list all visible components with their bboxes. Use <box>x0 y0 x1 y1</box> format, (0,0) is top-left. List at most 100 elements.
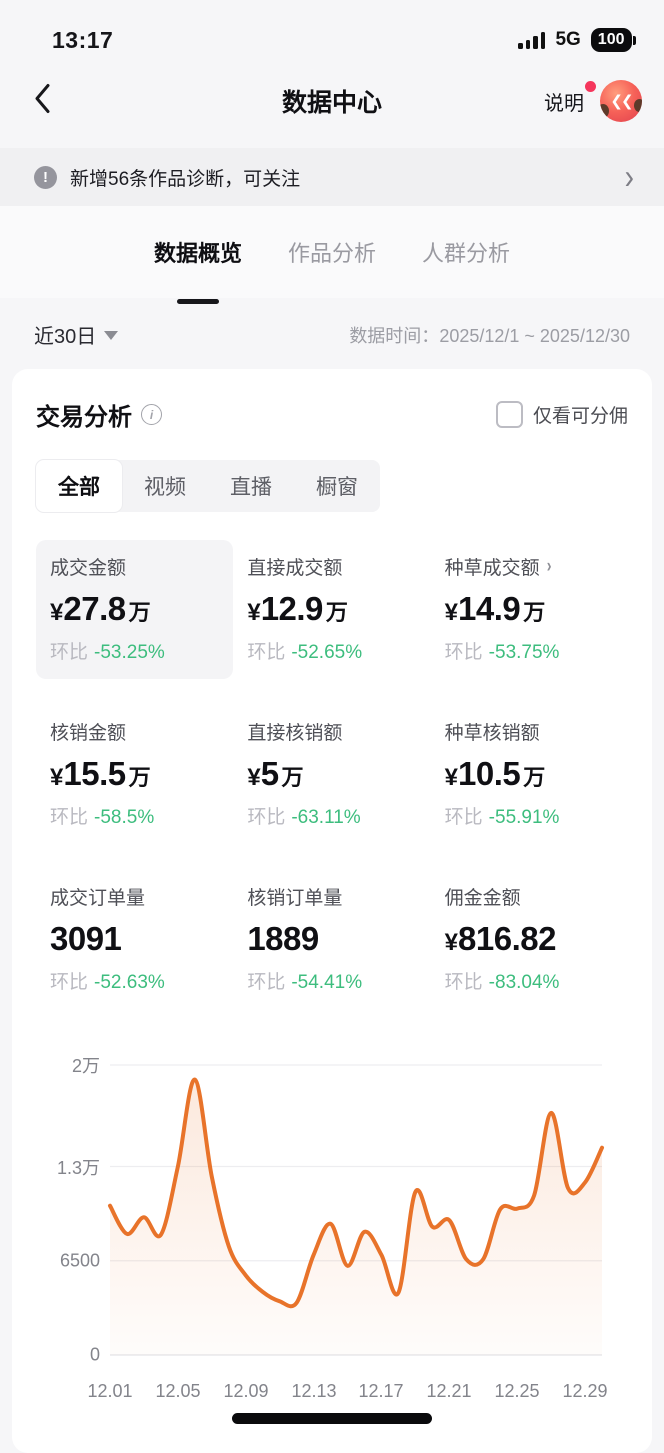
info-icon[interactable]: i <box>141 404 162 425</box>
checkbox-label: 仅看可分佣 <box>532 406 628 427</box>
metric-value: 10.5 <box>458 755 521 792</box>
back-button[interactable] <box>34 84 51 119</box>
scope-tab-live[interactable]: 直播 <box>230 476 272 499</box>
metric-label: 佣金金额 <box>444 888 521 909</box>
metric-card-seeding-deal[interactable]: 种草成交额 › ¥14.9 万 环比 -53.75% <box>431 540 628 679</box>
y-axis-tick: 1.3万 <box>56 1158 100 1178</box>
metric-label: 种草成交额 <box>444 558 540 579</box>
headphone-icon <box>600 104 609 118</box>
ratio-value: -52.65% <box>291 642 363 663</box>
metric-card-deal-amount[interactable]: 成交金额 ¥27.8 万 环比 -53.25% <box>36 540 234 679</box>
metric-unit: 万 <box>128 765 151 790</box>
metric-label: 直接核销额 <box>247 723 343 744</box>
metric-value: 816.82 <box>458 920 556 957</box>
tab-data-overview[interactable]: 数据概览 <box>153 236 242 304</box>
ratio-label: 环比 <box>50 972 89 993</box>
x-axis-tick: 12.17 <box>358 1381 404 1401</box>
metric-unit: 万 <box>128 600 151 625</box>
metric-label: 成交订单量 <box>50 888 146 909</box>
network-type-label: 5G <box>555 29 581 50</box>
signal-strength-icon <box>518 31 546 49</box>
trend-chart[interactable]: 2万 1.3万 6500 0 12.01 12.05 12.09 12.13 1… <box>36 1051 628 1423</box>
avatar-face: ❮❮ <box>610 93 633 110</box>
data-time-prefix: 数据时间： <box>349 325 440 346</box>
filter-row: 近30日 数据时间：2025/12/1 ~ 2025/12/30 <box>0 298 664 349</box>
metric-value: 3091 <box>50 920 122 957</box>
metric-value: 12.9 <box>260 590 324 627</box>
commission-only-checkbox[interactable]: 仅看可分佣 <box>495 401 628 428</box>
section-title: 交易分析 <box>36 404 132 431</box>
y-axis-tick: 0 <box>89 1344 100 1365</box>
metric-card-verify-orders[interactable]: 核销订单量 1889 环比 -54.41% <box>233 870 430 1009</box>
metric-card-commission[interactable]: 佣金金额 ¥816.82 环比 -83.04% <box>431 870 628 1009</box>
metric-label: 核销金额 <box>50 723 127 744</box>
area-fill <box>110 1079 602 1355</box>
help-button[interactable]: 说明 <box>544 80 596 116</box>
help-label: 说明 <box>544 92 584 115</box>
tab-label: 作品分析 <box>287 241 376 266</box>
tab-audience-analysis[interactable]: 人群分析 <box>422 236 510 298</box>
x-axis-tick: 12.21 <box>426 1381 472 1401</box>
metric-unit: 万 <box>281 765 304 790</box>
metric-card-verify-amount[interactable]: 核销金额 ¥15.5 万 环比 -58.5% <box>36 705 233 844</box>
date-range-value: 近30日 <box>34 326 97 348</box>
data-time-label: 数据时间：2025/12/1 ~ 2025/12/30 <box>349 322 630 348</box>
battery-icon: 100 <box>590 28 636 52</box>
notice-banner[interactable]: ! 新增56条作品诊断，可关注 › <box>0 148 664 206</box>
card-header: 交易分析 i 仅看可分佣 <box>36 397 628 432</box>
x-axis-tick: 12.29 <box>562 1381 608 1401</box>
tab-content-analysis[interactable]: 作品分析 <box>288 236 376 298</box>
ratio-label: 环比 <box>50 642 89 663</box>
x-axis-tick: 12.25 <box>494 1381 540 1401</box>
date-range-dropdown[interactable]: 近30日 <box>34 320 119 349</box>
x-axis-tick: 12.09 <box>223 1381 269 1401</box>
sales-trend-line-chart[interactable] <box>108 1064 604 1356</box>
metric-card-deal-orders[interactable]: 成交订单量 3091 环比 -52.63% <box>36 870 233 1009</box>
ratio-label: 环比 <box>444 972 483 993</box>
metric-value: 14.9 <box>458 590 521 627</box>
metric-card-direct-verify[interactable]: 直接核销额 ¥5 万 环比 -63.11% <box>233 705 430 844</box>
currency-symbol: ¥ <box>247 599 261 626</box>
metric-card-seeding-verify[interactable]: 种草核销额 ¥10.5 万 环比 -55.91% <box>431 705 628 844</box>
metric-unit: 万 <box>325 600 348 625</box>
metric-label: 核销订单量 <box>247 888 343 909</box>
battery-nub <box>633 35 636 45</box>
scope-tab-showcase[interactable]: 橱窗 <box>316 476 358 499</box>
metric-value: 27.8 <box>63 590 126 627</box>
caret-down-icon <box>104 331 119 340</box>
metric-card-direct-deal[interactable]: 直接成交额 ¥12.9 万 环比 -52.65% <box>233 540 430 679</box>
x-axis-tick: 12.13 <box>291 1381 337 1401</box>
ratio-value: -63.11% <box>291 807 361 828</box>
card-title-wrap: 交易分析 i <box>36 397 162 432</box>
chevron-right-icon: › <box>624 157 634 196</box>
header: 数据中心 说明 ❮❮ <box>0 60 664 142</box>
ratio-label: 环比 <box>247 807 286 828</box>
y-axis-tick: 6500 <box>59 1250 100 1271</box>
scope-tabs: 全部 视频 直播 橱窗 <box>36 460 380 512</box>
notice-text: 新增56条作品诊断，可关注 <box>70 168 301 190</box>
x-axis-tick: 12.01 <box>87 1381 133 1401</box>
checkbox-box[interactable] <box>495 401 523 428</box>
tab-label: 人群分析 <box>422 241 511 266</box>
page-title: 数据中心 <box>281 89 383 117</box>
status-time: 13:17 <box>52 26 114 53</box>
currency-symbol: ¥ <box>444 929 459 956</box>
ratio-label: 环比 <box>444 807 483 828</box>
ratio-label: 环比 <box>444 642 483 663</box>
ratio-label: 环比 <box>247 972 286 993</box>
x-axis-tick: 12.05 <box>155 1381 201 1401</box>
ratio-value: -53.25% <box>94 642 165 663</box>
metrics-grid: 成交金额 ¥27.8 万 环比 -53.25% 直接成交额 ¥12.9 万 环比 -52… <box>36 540 628 1009</box>
avatar[interactable]: ❮❮ <box>600 80 642 122</box>
scope-tab-video[interactable]: 视频 <box>144 476 186 499</box>
ratio-label: 环比 <box>50 807 89 828</box>
ratio-value: -83.04% <box>488 972 560 993</box>
metric-unit: 万 <box>523 600 546 625</box>
home-indicator[interactable] <box>232 1413 432 1424</box>
scope-tab-all[interactable]: 全部 <box>36 460 122 512</box>
metric-label: 直接成交额 <box>247 558 343 579</box>
metric-label: 成交金额 <box>50 558 127 579</box>
notification-dot <box>585 80 596 92</box>
tab-label: 数据概览 <box>153 241 242 266</box>
currency-symbol: ¥ <box>444 599 459 626</box>
